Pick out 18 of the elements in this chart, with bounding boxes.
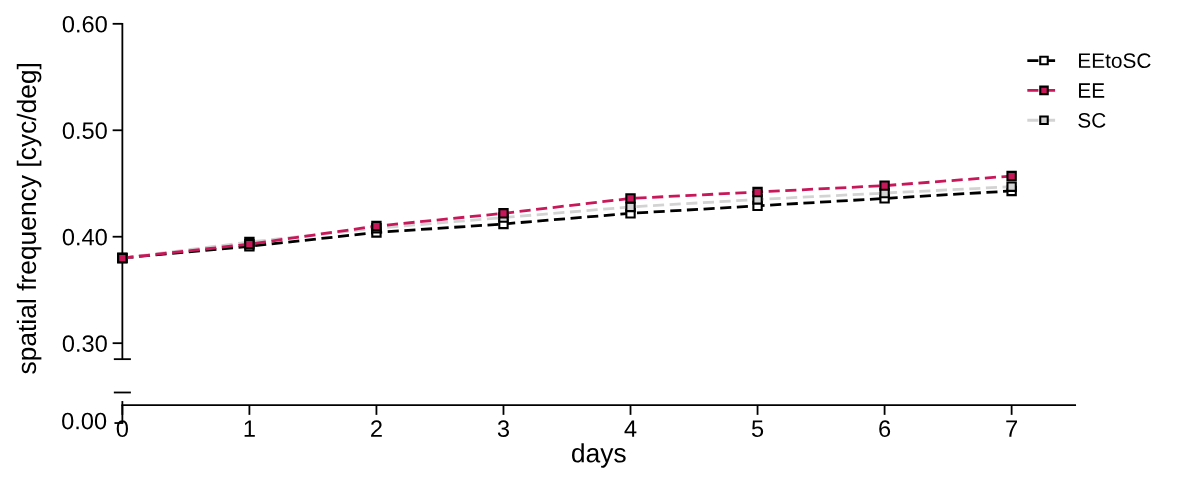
legend-label: SC bbox=[1078, 112, 1106, 128]
x-tick-label: 0 bbox=[116, 420, 129, 438]
y-tick-label: 0.50 bbox=[62, 122, 107, 140]
x-axis-title: days bbox=[571, 443, 626, 468]
x-tick-label: 3 bbox=[497, 420, 509, 438]
x-tick-label: 4 bbox=[624, 420, 637, 437]
x-tick-label: 6 bbox=[879, 420, 891, 438]
legend-label: EE bbox=[1079, 83, 1105, 98]
x-tick-label: 5 bbox=[751, 420, 764, 438]
legend-label: EEtoSC bbox=[1079, 53, 1151, 69]
text: 0.00 bbox=[62, 412, 107, 430]
y-tick-label: 0.60 bbox=[62, 15, 107, 33]
x-tick-label: 7 bbox=[1006, 420, 1017, 437]
y-tick-label: 0.30 bbox=[62, 335, 107, 352]
y-tick-label: 0.40 bbox=[62, 228, 107, 246]
x-tick-label: 1 bbox=[244, 420, 255, 437]
x-tick-label: 2 bbox=[371, 420, 382, 437]
y-axis-title: spatial frequency [cyc/deg] bbox=[16, 63, 42, 374]
